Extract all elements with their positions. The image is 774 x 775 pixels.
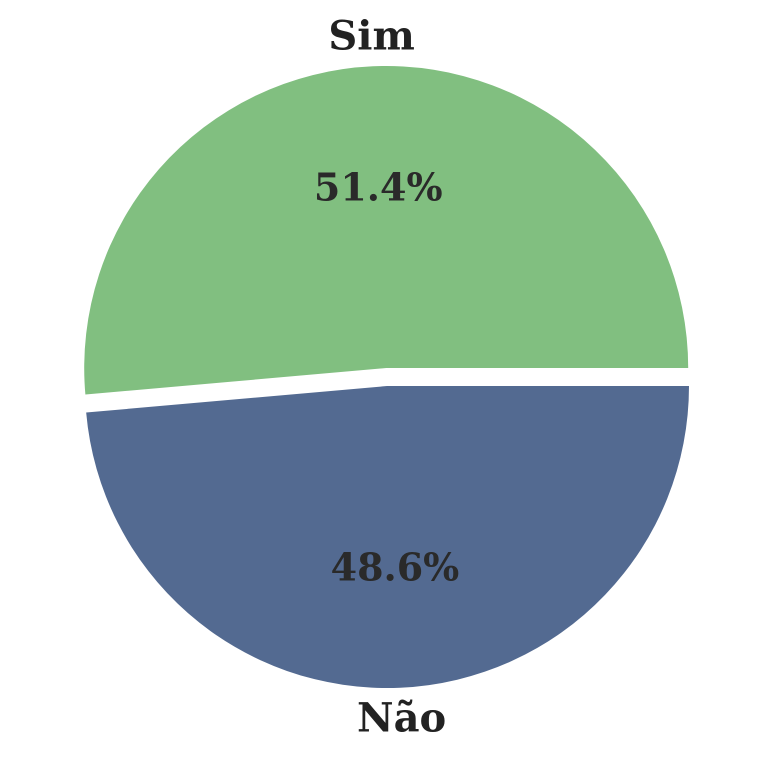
- slice-value-label-sim: 51.4%: [314, 164, 443, 209]
- slice-category-label-nao: Não: [357, 694, 446, 741]
- pie-slice-sim: [84, 66, 689, 395]
- pie-labels: 51.4% Sim 48.6% Não: [314, 13, 459, 742]
- pie-slices: [84, 66, 689, 689]
- pie-slice-nao: [86, 386, 689, 689]
- slice-value-label-nao: 48.6%: [331, 545, 460, 590]
- slice-category-label-sim: Sim: [328, 13, 414, 60]
